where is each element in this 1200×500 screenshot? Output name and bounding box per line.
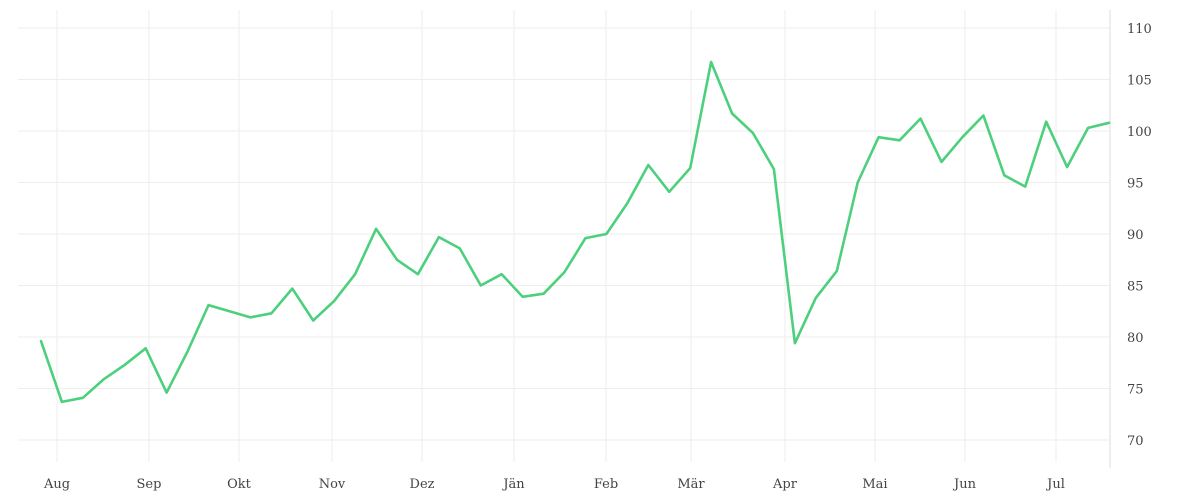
y-tick-label: 95 [1127,177,1144,192]
x-tick-label: Mai [862,477,887,492]
x-tick-label: Aug [43,477,70,492]
x-tick-label: Jun [952,477,977,492]
x-tick-label: Feb [594,477,618,492]
series-group [39,60,1111,404]
x-tick-label: Dez [410,477,435,492]
y-tick-label: 85 [1127,280,1144,295]
y-tick-label: 100 [1127,125,1152,140]
x-tick-label: Apr [772,477,798,492]
x-tick-label: Mär [677,477,705,492]
y-tick-label: 110 [1127,22,1152,37]
series-line [39,60,1111,404]
x-tick-label: Jul [1045,477,1065,492]
x-axis-labels: Aug Sep Okt Nov Dez Jän Feb Mär Apr Mai Jun Jul [43,477,1065,492]
y-tick-label: 105 [1127,74,1152,89]
y-tick-label: 80 [1127,331,1144,346]
chart-grid [18,10,1110,462]
x-tick-label: Okt [227,477,252,492]
y-axis-labels: 70 75 80 85 90 95 100 105 110 [1127,22,1152,449]
x-tick-label: Sep [137,477,162,492]
x-tick-label: Nov [319,477,346,492]
x-tick-label: Jän [501,477,525,492]
y-tick-label: 75 [1127,383,1144,398]
y-tick-label: 90 [1127,228,1144,243]
y-tick-label: 70 [1127,434,1144,449]
